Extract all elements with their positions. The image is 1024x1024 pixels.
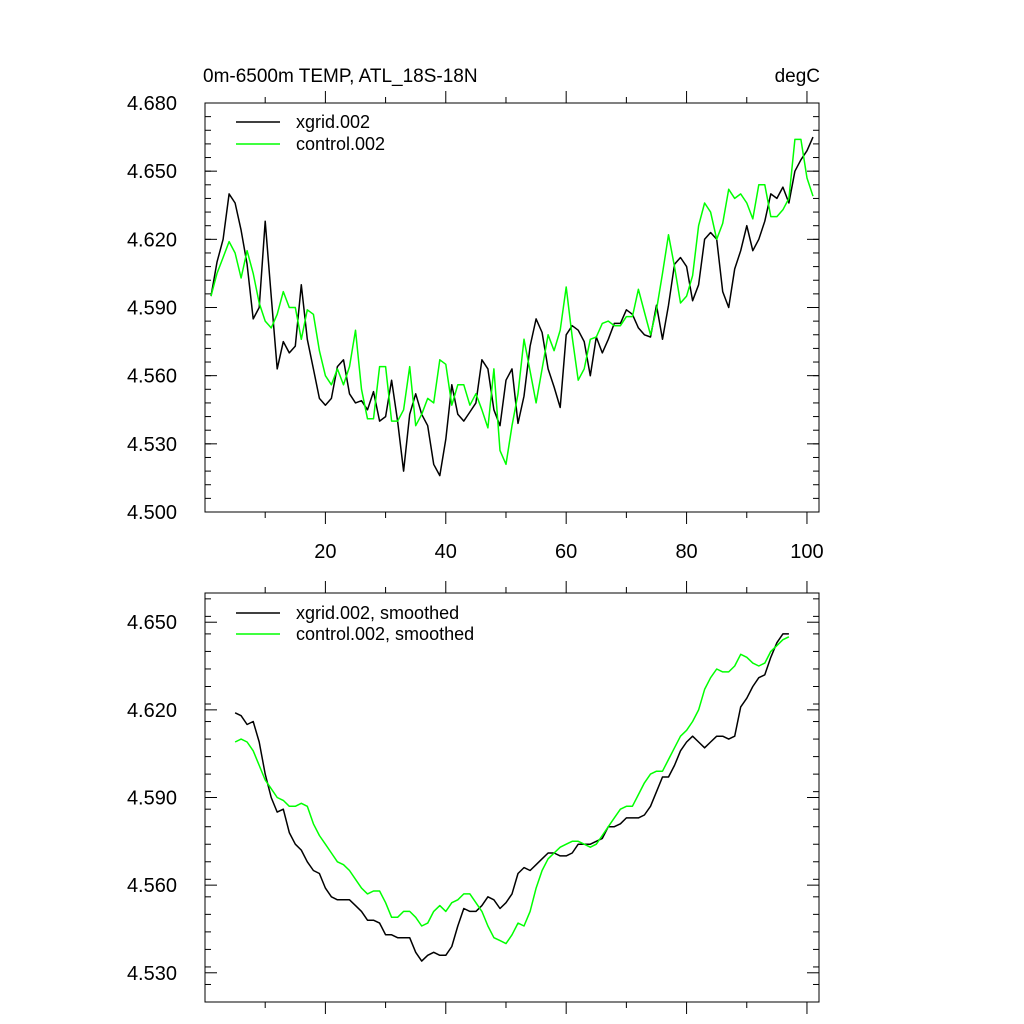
x-tick-label: 60 [555, 541, 577, 563]
y-tick-label: 4.500 [127, 502, 177, 524]
legend-label-xgrid: xgrid.002 [296, 112, 370, 132]
units-label: degC [775, 66, 820, 87]
series-group [210, 136, 814, 477]
y-tick-label: 4.590 [127, 788, 177, 810]
series-line-xgrid [234, 633, 789, 962]
axis-ticks: 4.500 4.530 4.560 4.590 4.620 4.650 4.680 20 40 6… [127, 91, 824, 563]
y-tick-label: 4.530 [127, 434, 177, 456]
chart-title: 0m-6500m TEMP, ATL_18S-18N [203, 66, 478, 87]
y-tick-label: 4.650 [127, 161, 177, 183]
x-tick-label: 20 [314, 541, 336, 563]
y-tick-label: 4.560 [127, 366, 177, 388]
y-tick-label: 4.590 [127, 298, 177, 320]
x-tick-label: 40 [435, 541, 457, 563]
axis-ticks: 4.530 4.560 4.590 4.620 4.650 [127, 581, 819, 1014]
y-tick-label: 4.620 [127, 229, 177, 251]
series-group [234, 633, 790, 962]
plot-frame [204, 592, 820, 1003]
bottom-panel: 4.530 4.560 4.590 4.620 4.650 xgrid.002, smo… [127, 581, 820, 1014]
legend: xgrid.002, smoothed control.002, smoothe… [236, 603, 474, 644]
legend-label-xgrid-smoothed: xgrid.002, smoothed [296, 603, 459, 623]
plot-frame [204, 102, 820, 513]
series-line-control [210, 138, 814, 466]
series-line-xgrid [210, 136, 814, 477]
top-panel: 0m-6500m TEMP, ATL_18S-18N degC 4.5004.5… [127, 66, 824, 563]
y-tick-label: 4.620 [127, 700, 177, 722]
y-tick-label: 4.650 [127, 612, 177, 634]
y-tick-label: 4.560 [127, 875, 177, 897]
y-tick-label: 4.680 [127, 93, 177, 115]
series-line-control [234, 636, 790, 945]
legend-label-control-smoothed: control.002, smoothed [296, 624, 474, 644]
legend: xgrid.002 control.002 [236, 112, 385, 154]
legend-label-control: control.002 [296, 134, 385, 154]
x-tick-label: 80 [675, 541, 697, 563]
y-tick-label: 4.530 [127, 963, 177, 985]
x-tick-label: 100 [790, 541, 823, 563]
